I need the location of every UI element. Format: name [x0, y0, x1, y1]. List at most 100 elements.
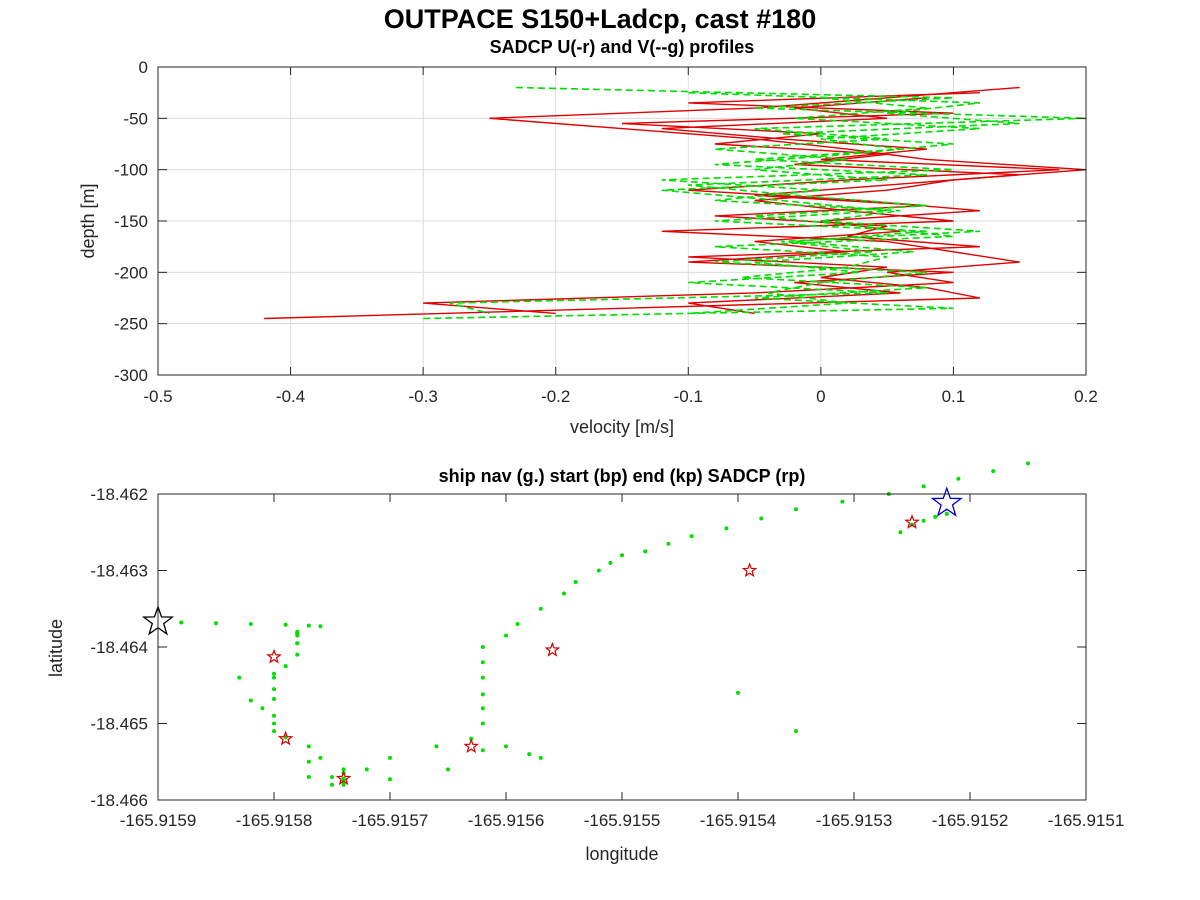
nav-point [306, 775, 311, 779]
nav-point [295, 652, 300, 657]
nav-y-tick-label: -18.466 [90, 791, 148, 810]
velocity-profile-chart: SADCP U(-r) and V(--g) profiles -0.5 -0.4… [78, 37, 1098, 437]
profile-ticks: -0.5 -0.4 -0.3 -0.2 -0.1 0 0.1 0.2 0 -50 -100 -150 -… [114, 58, 1098, 406]
nav-point [272, 675, 276, 680]
nav-y-tick-label: -18.463 [90, 562, 148, 581]
nav-point [480, 706, 485, 711]
nav-point [248, 698, 253, 703]
profile-x-tick-label: -0.1 [674, 387, 703, 406]
nav-x-tick-label: -165.9152 [932, 811, 1009, 830]
sadcp-star [266, 648, 282, 664]
profile-x-tick-label: -0.4 [276, 387, 305, 406]
nav-point [724, 526, 729, 531]
profile-x-tick-label: 0 [816, 387, 825, 406]
nav-point [272, 729, 276, 734]
nav-point [306, 759, 311, 764]
nav-point [237, 675, 242, 680]
profile-y-tick-label: -100 [114, 161, 148, 180]
nav-x-tick-label: -165.9158 [236, 811, 313, 830]
nav-x-tick-label: -165.9157 [352, 811, 429, 830]
nav-point [272, 697, 276, 701]
nav-points-group [141, 461, 1030, 787]
nav-point [759, 516, 764, 521]
nav-point [295, 641, 300, 646]
nav-chart-title: ship nav (g.) start (bp) end (kp) SADCP … [439, 466, 806, 486]
nav-point [480, 721, 485, 726]
nav-plot-frame [157, 493, 1087, 801]
profile-chart-title: SADCP U(-r) and V(--g) profiles [490, 37, 755, 57]
nav-point [330, 782, 334, 787]
profile-series-group [264, 86, 1087, 320]
nav-point [840, 499, 845, 504]
sadcp-star [277, 730, 294, 746]
nav-point [921, 484, 926, 489]
nav-point [388, 777, 392, 782]
profile-y-tick-label: -50 [123, 109, 148, 128]
nav-point [272, 671, 276, 676]
start-star [930, 486, 963, 517]
nav-y-tick-label: -18.465 [90, 715, 148, 734]
profile-x-label: velocity [m/s] [570, 417, 674, 437]
v-profile-line-4 [423, 91, 1020, 320]
profile-y-tick-label: -300 [114, 366, 148, 385]
v-profile-line-5 [661, 97, 980, 315]
nav-point [364, 767, 369, 772]
nav-point [341, 782, 346, 787]
nav-point [1026, 461, 1030, 466]
nav-point [480, 675, 485, 680]
nav-point [272, 713, 276, 718]
nav-point [388, 755, 392, 760]
profile-grid [157, 66, 1087, 376]
nav-point [538, 755, 543, 760]
nav-point [794, 507, 798, 512]
nav-point [295, 629, 300, 634]
nav-point [248, 622, 253, 626]
nav-y-tick-label: -18.464 [90, 638, 148, 657]
nav-point [306, 744, 311, 749]
nav-point [330, 775, 334, 779]
nav-point [643, 549, 648, 554]
profile-x-tick-label: -0.3 [408, 387, 437, 406]
nav-point [446, 767, 450, 772]
nav-x-tick-label: -165.9153 [816, 811, 893, 830]
nav-point [562, 591, 566, 596]
nav-point [283, 664, 288, 669]
sadcp-star [904, 514, 920, 529]
nav-point [295, 633, 300, 638]
nav-point [608, 560, 613, 565]
nav-x-label: longitude [585, 844, 658, 864]
nav-point [515, 622, 520, 626]
nav-point [318, 624, 323, 629]
sadcp-star [741, 562, 758, 578]
nav-x-tick-label: -165.9156 [468, 811, 545, 830]
nav-point [283, 622, 288, 627]
nav-point [306, 623, 311, 628]
nav-ticks: -165.9159 -165.9158 -165.9157 -165.9156 -165… [90, 485, 1124, 830]
nav-point [944, 511, 949, 516]
nav-point [504, 744, 508, 749]
profile-x-tick-label: -0.5 [143, 387, 172, 406]
nav-y-tick-label: -18.462 [90, 485, 148, 504]
v-profile-line-3 [449, 86, 1087, 315]
nav-point [596, 568, 601, 573]
nav-x-tick-label: -165.9151 [1048, 811, 1125, 830]
nav-point [318, 755, 323, 760]
sadcp-star [544, 641, 561, 657]
profile-y-tick-label: -250 [114, 315, 148, 334]
nav-point [736, 690, 740, 695]
nav-point [956, 476, 961, 481]
nav-point [480, 692, 485, 697]
profile-x-tick-label: -0.2 [541, 387, 570, 406]
nav-point [689, 534, 694, 539]
profile-x-tick-label: 0.1 [942, 387, 966, 406]
profile-x-tick-label: 0.2 [1074, 387, 1098, 406]
profile-y-tick-label: -200 [114, 263, 148, 282]
nav-point [794, 729, 798, 734]
nav-y-label: latitude [46, 619, 66, 677]
profile-y-tick-label: 0 [139, 58, 148, 77]
nav-point [933, 514, 938, 519]
sadcp-star [463, 738, 480, 754]
nav-point [272, 721, 276, 726]
nav-point [341, 767, 346, 772]
nav-point [538, 606, 543, 611]
